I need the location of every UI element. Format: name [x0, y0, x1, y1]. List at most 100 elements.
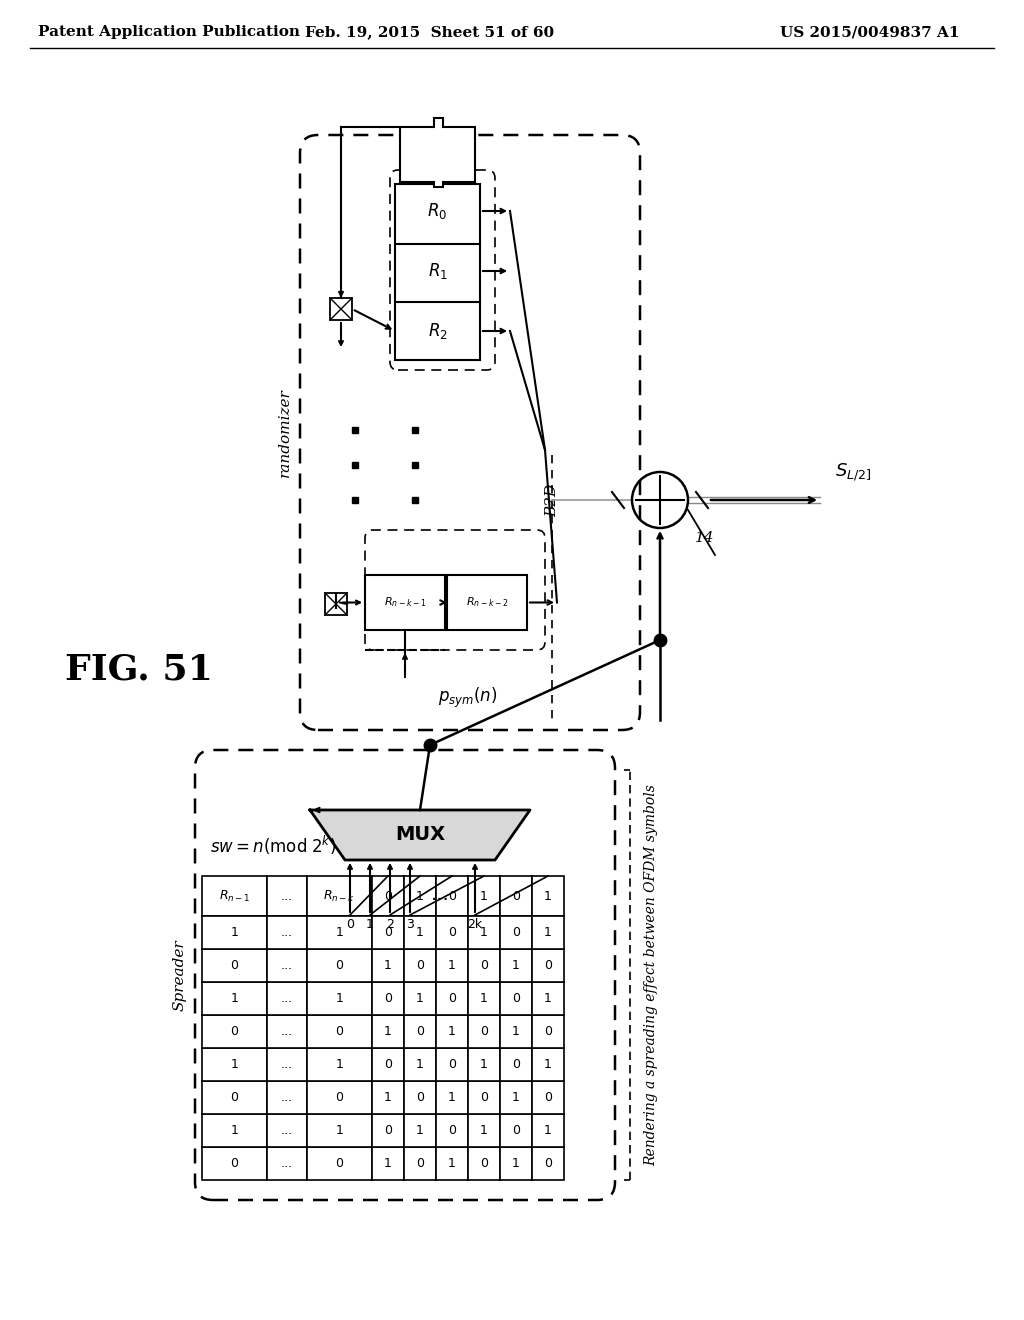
Text: $R_{n-k-1}$: $R_{n-k-1}$ — [384, 595, 426, 610]
Bar — [404, 916, 436, 949]
Text: 0: 0 — [336, 1158, 343, 1170]
Bar — [372, 1081, 404, 1114]
Text: 1: 1 — [449, 1158, 456, 1170]
Text: 0: 0 — [480, 960, 488, 972]
Text: 0: 0 — [384, 890, 392, 903]
Text: 1: 1 — [416, 927, 424, 939]
Bar — [372, 1048, 404, 1081]
Text: 2k: 2k — [467, 917, 482, 931]
Text: 1: 1 — [512, 1158, 520, 1170]
Text: 0: 0 — [230, 1092, 239, 1104]
Text: 0: 0 — [544, 1092, 552, 1104]
Text: ...: ... — [281, 960, 293, 972]
Bar — [500, 916, 532, 949]
Text: ...: ... — [281, 1026, 293, 1038]
Text: 1: 1 — [480, 1059, 488, 1071]
Bar — [307, 982, 372, 1015]
Text: 1: 1 — [366, 917, 374, 931]
Bar — [307, 1081, 372, 1114]
Text: ...: ... — [281, 1158, 293, 1170]
Text: 1: 1 — [544, 1059, 552, 1071]
Bar — [468, 1048, 500, 1081]
Bar — [267, 876, 307, 916]
Bar — [267, 1114, 307, 1147]
Text: 0: 0 — [384, 1059, 392, 1071]
Text: 0: 0 — [336, 1092, 343, 1104]
Text: 0: 0 — [384, 927, 392, 939]
Bar — [202, 1081, 267, 1114]
Text: 0: 0 — [449, 890, 456, 903]
Text: 1: 1 — [336, 927, 343, 939]
Text: 1: 1 — [230, 1059, 239, 1071]
Bar — [436, 916, 468, 949]
Text: $R_1$: $R_1$ — [428, 261, 447, 281]
Text: ...: ... — [281, 890, 293, 903]
Text: 0: 0 — [512, 993, 520, 1005]
Text: 0: 0 — [512, 890, 520, 903]
Bar — [436, 1081, 468, 1114]
Text: 1: 1 — [384, 960, 392, 972]
Bar — [307, 1015, 372, 1048]
Bar — [468, 1081, 500, 1114]
Text: 0: 0 — [384, 993, 392, 1005]
Text: 0: 0 — [416, 1092, 424, 1104]
Text: 14: 14 — [695, 531, 715, 545]
Bar — [267, 1048, 307, 1081]
Bar — [404, 876, 436, 916]
Text: $R_{n-k-2}$: $R_{n-k-2}$ — [466, 595, 508, 610]
Bar — [436, 1147, 468, 1180]
Text: $sw = n(\mathrm{mod}\;2^k)$: $sw = n(\mathrm{mod}\;2^k)$ — [210, 833, 336, 857]
Bar — [307, 1147, 372, 1180]
Bar — [372, 1114, 404, 1147]
Text: 1: 1 — [230, 993, 239, 1005]
Text: ...: ... — [281, 993, 293, 1005]
Text: 1: 1 — [416, 890, 424, 903]
Text: 0: 0 — [480, 1026, 488, 1038]
Text: B2D: B2D — [545, 483, 559, 516]
Bar — [307, 1048, 372, 1081]
Bar — [267, 1015, 307, 1048]
Bar — [267, 1147, 307, 1180]
Bar — [202, 1147, 267, 1180]
Bar — [372, 1147, 404, 1180]
Text: 1: 1 — [449, 960, 456, 972]
Bar — [404, 1048, 436, 1081]
Bar — [436, 982, 468, 1015]
Text: 0: 0 — [384, 1125, 392, 1137]
Text: 1: 1 — [416, 993, 424, 1005]
Bar — [436, 1015, 468, 1048]
Text: US 2015/0049837 A1: US 2015/0049837 A1 — [780, 25, 959, 40]
Bar — [372, 876, 404, 916]
Text: 1: 1 — [230, 1125, 239, 1137]
Text: Rendering a spreading effect between OFDM symbols: Rendering a spreading effect between OFD… — [644, 784, 658, 1166]
Text: 0: 0 — [449, 1125, 456, 1137]
Bar — [202, 1048, 267, 1081]
Bar — [372, 949, 404, 982]
Bar — [330, 298, 352, 319]
Bar — [202, 1114, 267, 1147]
Text: 1: 1 — [544, 927, 552, 939]
Bar — [372, 1015, 404, 1048]
Text: 0: 0 — [512, 1059, 520, 1071]
Text: 0: 0 — [230, 1158, 239, 1170]
Bar — [468, 1114, 500, 1147]
Text: $R_0$: $R_0$ — [427, 201, 447, 220]
Bar — [436, 949, 468, 982]
Bar — [532, 1081, 564, 1114]
Text: ...: ... — [281, 1125, 293, 1137]
Text: Patent Application Publication: Patent Application Publication — [38, 25, 300, 40]
Text: 1: 1 — [544, 1125, 552, 1137]
Bar — [500, 1048, 532, 1081]
Text: 0: 0 — [449, 927, 456, 939]
Bar — [436, 876, 468, 916]
Text: 0: 0 — [544, 1158, 552, 1170]
Bar — [307, 949, 372, 982]
Text: ...: ... — [281, 1059, 293, 1071]
Bar — [468, 1015, 500, 1048]
Bar — [532, 982, 564, 1015]
Text: $R_2$: $R_2$ — [428, 321, 447, 341]
Bar — [267, 982, 307, 1015]
Text: 0: 0 — [416, 960, 424, 972]
Text: 1: 1 — [230, 927, 239, 939]
Text: 1: 1 — [416, 1125, 424, 1137]
